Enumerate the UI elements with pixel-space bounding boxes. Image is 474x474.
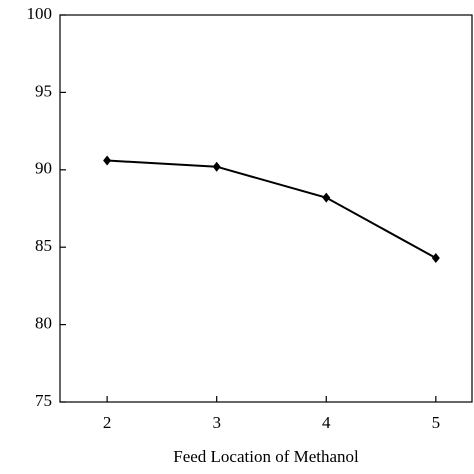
data-point <box>212 161 221 172</box>
x-tick-label: 2 <box>103 413 112 432</box>
y-tick-label: 80 <box>35 314 52 333</box>
x-tick-label: 3 <box>212 413 221 432</box>
y-tick-label: 75 <box>35 391 52 410</box>
data-point <box>431 253 440 264</box>
y-tick-label: 90 <box>35 159 52 178</box>
data-point <box>322 192 331 203</box>
plot-frame <box>59 14 473 403</box>
x-axis-label: Feed Location of Methanol <box>173 447 359 466</box>
data-point <box>103 155 112 166</box>
data-line <box>107 159 437 259</box>
x-tick-label: 5 <box>432 413 441 432</box>
y-tick-label: 85 <box>35 236 52 255</box>
y-tick-label: 100 <box>27 4 53 23</box>
y-tick-label: 95 <box>35 81 52 100</box>
x-tick-label: 4 <box>322 413 331 432</box>
